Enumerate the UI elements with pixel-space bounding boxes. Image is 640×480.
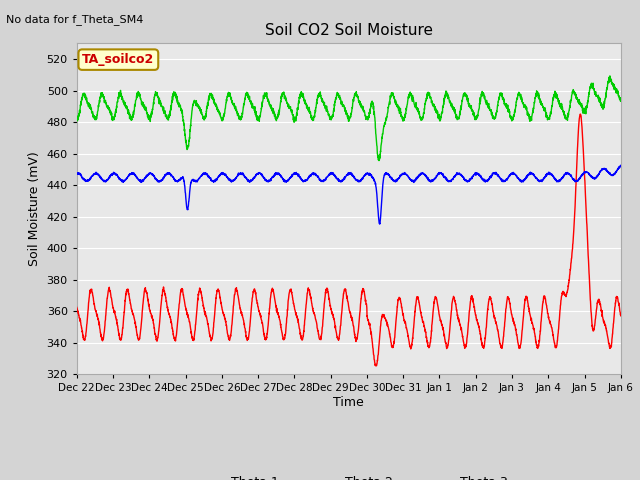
Text: TA_soilco2: TA_soilco2 — [82, 53, 154, 66]
Legend: Theta 1, Theta 2, Theta 3: Theta 1, Theta 2, Theta 3 — [185, 471, 513, 480]
Title: Soil CO2 Soil Moisture: Soil CO2 Soil Moisture — [265, 23, 433, 38]
Y-axis label: Soil Moisture (mV): Soil Moisture (mV) — [28, 151, 41, 266]
Text: No data for f_Theta_SM4: No data for f_Theta_SM4 — [6, 14, 144, 25]
X-axis label: Time: Time — [333, 396, 364, 409]
